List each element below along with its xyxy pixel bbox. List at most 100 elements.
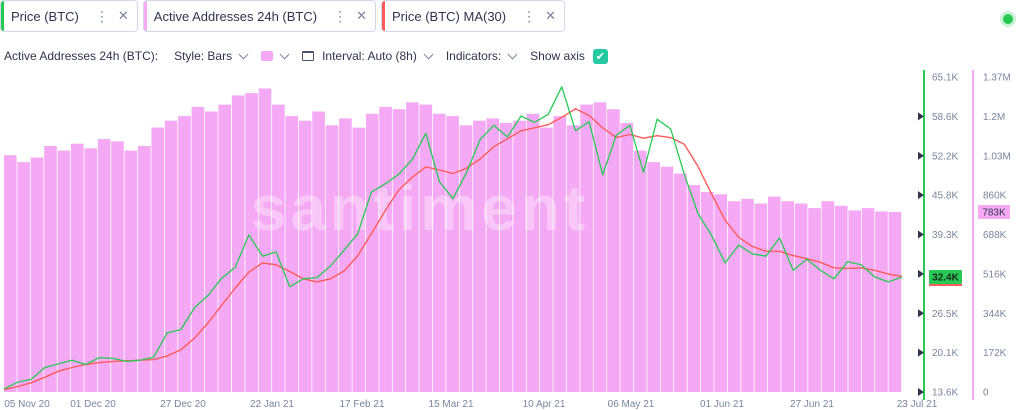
more-options-icon[interactable]: ⋮ <box>333 7 347 24</box>
address-bar <box>138 146 151 392</box>
price-line <box>3 86 903 390</box>
address-bar <box>71 143 84 392</box>
addresses-tick-label: 860K <box>983 191 1007 202</box>
price-lines <box>3 86 903 391</box>
addresses-tick-label: 1.37M <box>983 73 1011 84</box>
address-bar <box>768 196 781 392</box>
address-bar <box>553 116 567 392</box>
address-bar <box>97 139 111 392</box>
addresses-axis-ticks: 1.37M 1.2M 1.03M 860K 688K 516K 344K 172K 0 <box>983 73 1011 399</box>
price-current-label: 32.4K <box>932 273 959 284</box>
tab-label: Active Addresses 24h (BTC) <box>153 8 318 24</box>
addresses-tick-label: 344K <box>983 309 1007 320</box>
address-bar <box>406 102 419 393</box>
address-bar <box>352 127 366 392</box>
address-bar <box>499 123 513 392</box>
address-bar <box>379 106 392 393</box>
tab-price-ma30[interactable]: Price (BTC) MA(30) ⋮ ✕ <box>381 0 566 32</box>
address-bar <box>808 208 821 392</box>
x-tick-label: 23 Jul 21 <box>897 399 938 410</box>
price-tick-label: 45.8K <box>932 191 958 202</box>
show-axis-toggle[interactable]: Show axis ✔ <box>530 48 608 64</box>
address-bar <box>84 148 97 392</box>
address-bar <box>821 201 835 392</box>
calendar-icon <box>302 51 315 61</box>
addresses-tick-label: 1.03M <box>983 151 1011 162</box>
address-bar <box>365 113 379 393</box>
address-bar <box>245 93 258 392</box>
address-bar <box>312 111 325 392</box>
address-bar <box>513 120 526 392</box>
interval-label: Interval: Auto (8h) <box>322 49 417 63</box>
address-bar <box>205 111 218 392</box>
more-options-icon[interactable]: ⋮ <box>94 7 109 24</box>
close-icon[interactable]: ✕ <box>117 8 129 23</box>
tick-marker-icon <box>918 269 924 278</box>
x-axis-ticks: 05 Nov 20 01 Dec 20 27 Dec 20 22 Jan 21 17 F… <box>4 399 938 410</box>
x-tick-label: 01 Jun 21 <box>700 399 744 410</box>
close-icon[interactable]: ✕ <box>545 8 557 23</box>
addresses-current-badge <box>978 205 1010 219</box>
settings-metric-label: Active Addresses 24h (BTC): <box>4 49 159 63</box>
address-bar <box>848 210 861 392</box>
address-bar <box>701 192 714 392</box>
address-bar <box>218 104 231 392</box>
checkbox-checked-icon[interactable]: ✔ <box>592 48 608 64</box>
address-bar <box>741 198 754 392</box>
watermark: santiment <box>251 172 589 244</box>
chevron-down-icon <box>507 49 518 59</box>
x-tick-label: 22 Jan 21 <box>250 399 294 410</box>
tab-color-bar <box>382 1 385 31</box>
address-bar <box>526 113 540 393</box>
address-bar <box>875 211 888 392</box>
address-bar <box>660 166 674 392</box>
address-bar <box>111 141 124 392</box>
x-tick-label: 05 Nov 20 <box>4 399 50 410</box>
address-bar <box>835 205 848 392</box>
price-tick-label: 65.1K <box>932 73 958 84</box>
tab-price-btc[interactable]: Price (BTC) ⋮ ✕ <box>0 0 138 32</box>
chevron-down-icon <box>238 49 249 59</box>
address-bar <box>687 185 701 392</box>
tab-active-addresses[interactable]: Active Addresses 24h (BTC) ⋮ ✕ <box>142 0 376 32</box>
tab-label: Price (BTC) <box>11 8 79 24</box>
address-bar <box>754 203 768 392</box>
tick-marker-icon <box>918 309 924 318</box>
tick-marker-icon <box>918 191 924 200</box>
address-bar <box>419 104 433 392</box>
address-bar <box>446 116 459 392</box>
tick-marker-icon <box>918 348 924 357</box>
address-bar <box>566 125 580 393</box>
chevron-down-icon <box>423 49 434 59</box>
address-bar <box>633 150 647 392</box>
style-dropdown[interactable]: Style: Bars <box>174 49 249 63</box>
active-addresses-bars <box>4 88 902 393</box>
style-label: Style: Bars <box>174 49 233 63</box>
color-picker[interactable] <box>261 49 290 61</box>
tab-label: Price (BTC) MA(30) <box>392 8 507 24</box>
interval-dropdown[interactable]: Interval: Auto (8h) <box>302 49 434 63</box>
address-bar <box>285 116 299 392</box>
current-value-badges: 32.4K 783K <box>929 205 1010 286</box>
close-icon[interactable]: ✕ <box>356 8 367 23</box>
color-swatch-icon <box>261 51 274 61</box>
address-bar <box>620 123 634 392</box>
tick-marker-icon <box>918 230 924 239</box>
x-tick-label: 01 Dec 20 <box>70 399 116 410</box>
indicators-label: Indicators: <box>445 49 502 63</box>
chevron-down-icon <box>279 49 290 59</box>
price-current-badge <box>929 270 962 284</box>
x-tick-label: 10 Apr 21 <box>523 399 566 410</box>
chart-canvas[interactable]: santiment 65.1K58.6K52.2K45.8K39.3K32.9K… <box>0 70 1018 410</box>
x-tick-label: 06 May 21 <box>608 399 655 410</box>
address-bar <box>44 146 57 392</box>
more-options-icon[interactable]: ⋮ <box>522 7 536 24</box>
metric-tabs: Price (BTC) ⋮ ✕ Active Addresses 24h (BT… <box>0 0 566 36</box>
price-tick-label: 26.5K <box>932 309 958 320</box>
address-bar <box>17 162 30 392</box>
x-tick-label: 27 Dec 20 <box>160 399 206 410</box>
addresses-tick-label: 1.2M <box>983 112 1005 123</box>
indicators-dropdown[interactable]: Indicators: <box>445 49 518 63</box>
tick-marker-icon <box>918 151 924 160</box>
addresses-tick-label: 0 <box>983 388 989 399</box>
